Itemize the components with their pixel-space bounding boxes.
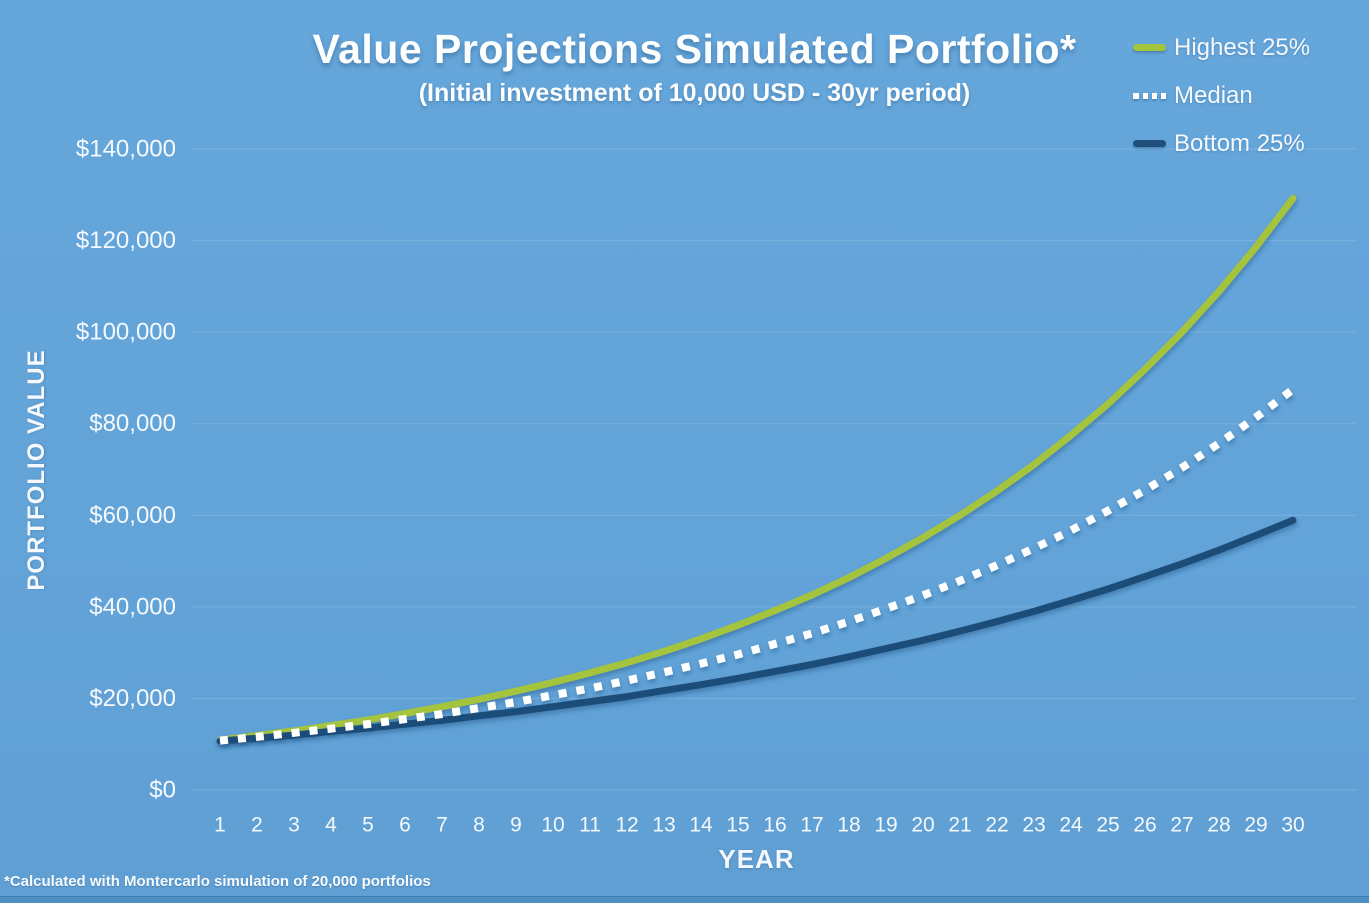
x-tick-label-7: 7	[436, 814, 448, 837]
x-axis-tick-labels: 1 2 3 4 5 6 7 8 9 10 11 12 13 14 15 16 17 18 19 20 21 22 23 24 2…	[214, 814, 1305, 837]
legend-item-median: Median	[1133, 81, 1310, 110]
x-tick-label-8: 8	[473, 814, 485, 837]
x-tick-label-3: 3	[288, 814, 300, 837]
x-tick-label-4: 4	[325, 814, 337, 837]
x-tick-label-12: 12	[615, 814, 638, 837]
y-tick-label-100000: $100,000	[76, 319, 176, 346]
y-tick-label-20000: $20,000	[89, 685, 176, 712]
legend-dot	[1133, 92, 1140, 99]
legend-swatch-highest-25-line	[1133, 44, 1166, 51]
legend-label-median: Median	[1174, 81, 1253, 109]
bottom-edge-strip	[0, 896, 1369, 903]
x-tick-label-9: 9	[510, 814, 522, 837]
legend: Highest 25% Median Bottom 25%	[1133, 33, 1310, 177]
y-tick-label-40000: $40,000	[89, 593, 176, 620]
legend-swatch-bottom-25-line	[1133, 140, 1166, 147]
x-tick-label-6: 6	[399, 814, 411, 837]
y-tick-label-140000: $140,000	[76, 136, 176, 163]
x-tick-label-19: 19	[874, 814, 897, 837]
series-line-median	[219, 386, 1296, 745]
legend-label-highest-25: Highest 25%	[1174, 33, 1311, 61]
x-tick-label-11: 11	[579, 814, 601, 837]
legend-swatch-median-dotted-line	[1133, 92, 1166, 99]
x-tick-label-15: 15	[726, 814, 749, 837]
x-tick-label-14: 14	[689, 814, 713, 837]
series-line-bottom-25	[216, 516, 1297, 745]
x-tick-label-2: 2	[251, 814, 263, 837]
y-tick-label-0: $0	[149, 777, 176, 804]
legend-dot	[1152, 92, 1158, 99]
x-tick-label-18: 18	[837, 814, 860, 837]
x-tick-label-13: 13	[652, 814, 675, 837]
legend-item-highest-25: Highest 25%	[1133, 33, 1310, 62]
legend-item-bottom-25: Bottom 25%	[1133, 129, 1310, 158]
x-axis-title: YEAR	[718, 844, 795, 874]
legend-label-bottom-25: Bottom 25%	[1174, 129, 1305, 157]
x-tick-label-5: 5	[362, 814, 374, 837]
y-tick-label-120000: $120,000	[76, 227, 176, 254]
y-tick-label-80000: $80,000	[89, 410, 176, 437]
x-tick-label-28: 28	[1207, 814, 1230, 837]
footnote: *Calculated with Montercarlo simulation …	[4, 873, 431, 890]
legend-dot	[1143, 92, 1149, 99]
x-tick-label-27: 27	[1170, 814, 1193, 837]
y-axis-tick-labels: $0 $20,000 $40,000 $60,000 $80,000 $100,000 $1…	[76, 136, 176, 804]
x-tick-label-17: 17	[800, 814, 823, 837]
x-tick-label-24: 24	[1059, 814, 1083, 837]
x-tick-label-26: 26	[1133, 814, 1156, 837]
x-tick-label-29: 29	[1244, 814, 1267, 837]
y-axis-title: PORTFOLIO VALUE	[23, 349, 50, 591]
x-tick-label-25: 25	[1096, 814, 1119, 837]
x-tick-label-23: 23	[1022, 814, 1045, 837]
y-tick-label-60000: $60,000	[89, 502, 176, 529]
series-lines	[216, 194, 1297, 745]
x-tick-label-20: 20	[911, 814, 934, 837]
gridlines	[192, 148, 1356, 791]
x-tick-label-21: 21	[948, 814, 971, 837]
x-tick-label-1: 1	[214, 814, 226, 837]
legend-dot	[1161, 92, 1166, 99]
x-tick-label-30: 30	[1281, 814, 1304, 837]
x-tick-label-16: 16	[763, 814, 786, 837]
x-tick-label-10: 10	[541, 814, 564, 837]
x-tick-label-22: 22	[985, 814, 1008, 837]
series-line-highest-25	[216, 194, 1297, 744]
